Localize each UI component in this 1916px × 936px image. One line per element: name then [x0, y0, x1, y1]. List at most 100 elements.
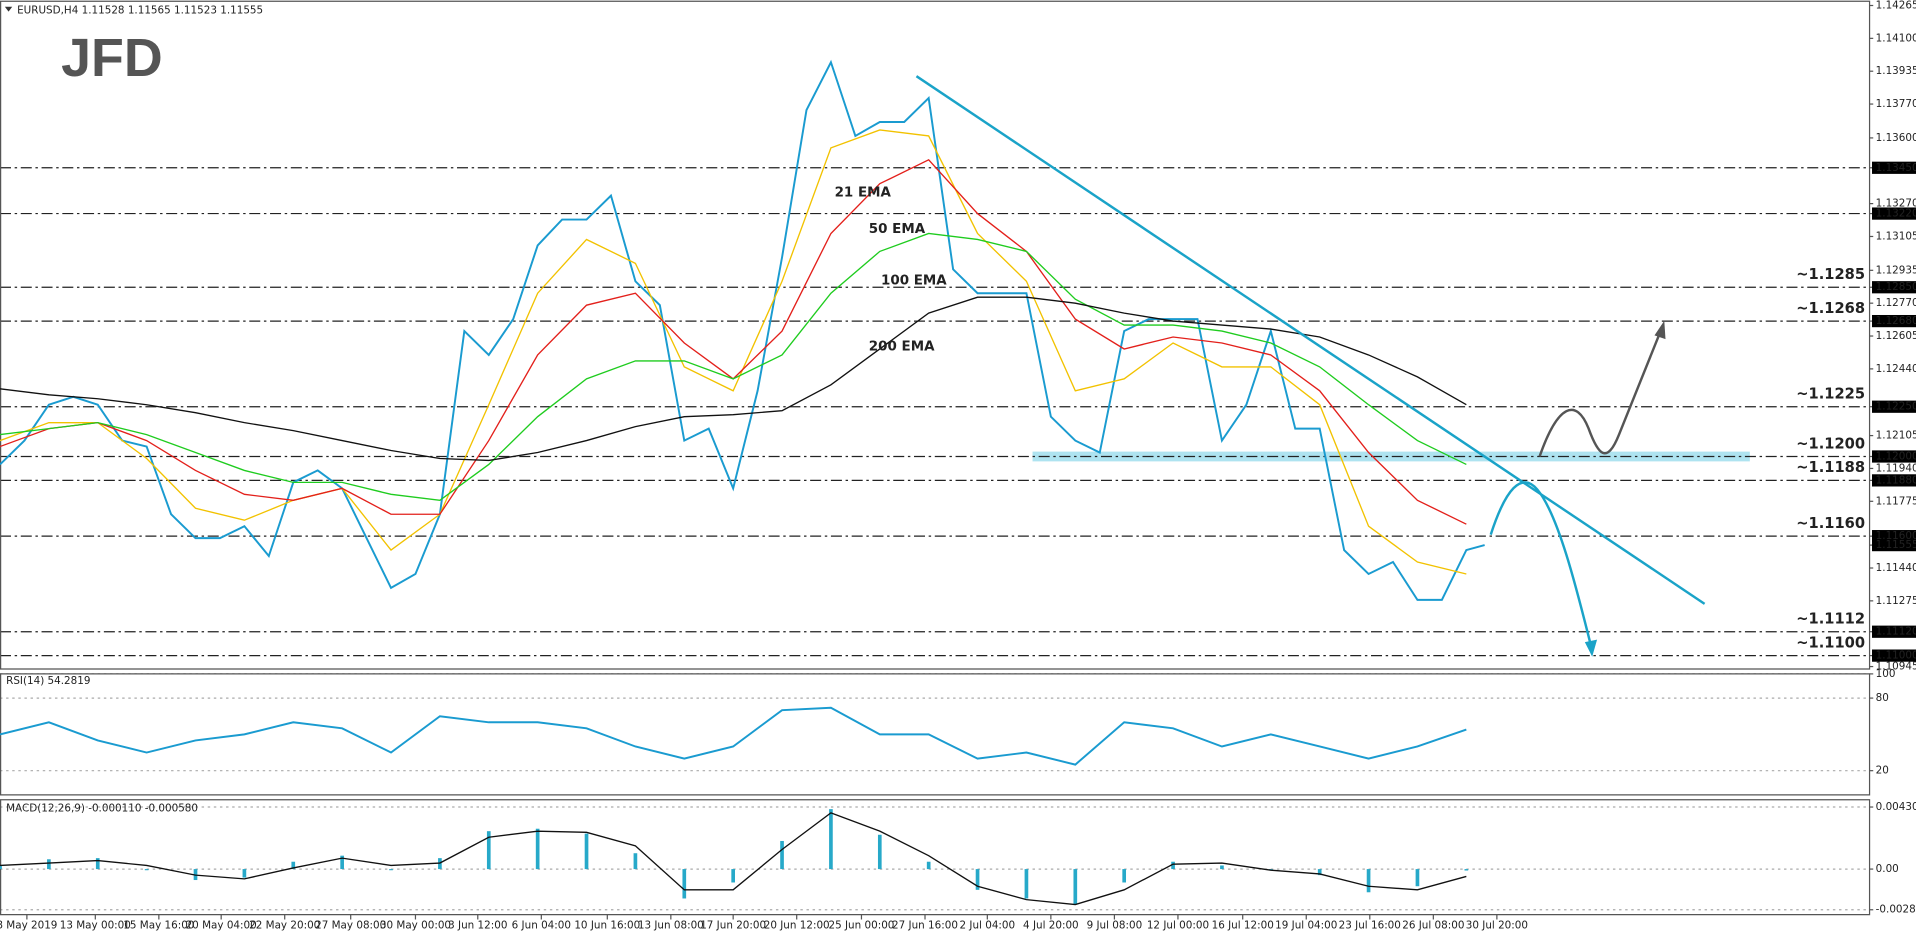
y-tick-box	[1872, 625, 1916, 638]
series-line	[0, 59, 1485, 601]
series-label: 200 EMA	[869, 339, 935, 354]
histogram-bar	[682, 869, 687, 899]
x-tick-label: 8 May 2019	[0, 920, 57, 932]
level-label: ~1.1100	[1796, 634, 1865, 651]
y-tick-label: 1.11120	[1876, 626, 1916, 638]
x-tick-label: 9 Jul 08:00	[1087, 920, 1143, 932]
histogram-bar	[486, 831, 491, 870]
y-tick-label: 1.12250	[1876, 401, 1916, 413]
x-tick-label: 15 May 16:00	[123, 920, 194, 932]
y-tick-label: 1.13105	[1876, 230, 1916, 242]
histogram-bar	[535, 828, 540, 870]
trendline	[915, 75, 1706, 605]
histogram-bar	[584, 833, 589, 870]
x-tick-label: 23 Jul 16:00	[1339, 920, 1401, 932]
x-tick-label: 6 Jun 04:00	[512, 920, 571, 932]
y-tick-label: 1.11775	[1876, 495, 1916, 507]
histogram-bar	[1464, 869, 1469, 871]
histogram-bar	[242, 869, 247, 878]
y-tick-label: 100	[1876, 668, 1896, 680]
y-tick-box	[1872, 400, 1916, 413]
histogram-bar	[1171, 861, 1175, 870]
histogram-bar	[0, 865, 2, 870]
y-tick-label: 1.14100	[1876, 32, 1916, 44]
histogram-bar	[1122, 869, 1127, 883]
y-tick-label: 0.00	[1876, 863, 1899, 875]
series-line	[0, 129, 1467, 575]
x-tick-label: 22 May 20:00	[249, 920, 320, 932]
y-tick-label: 1.13450	[1876, 162, 1916, 174]
level-label: ~1.1268	[1796, 300, 1865, 317]
series-label: 21 EMA	[835, 185, 892, 200]
histogram-bar	[1366, 869, 1371, 893]
y-tick-label: 1.11440	[1876, 562, 1916, 574]
y-tick-box	[1872, 281, 1916, 294]
y-tick-label: 1.14265	[1876, 0, 1916, 11]
histogram-bar	[1024, 869, 1029, 899]
y-tick-box	[1872, 538, 1916, 552]
y-tick-box	[1872, 649, 1916, 662]
histogram-bar	[95, 858, 100, 870]
x-tick-label: 20 May 04:00	[186, 920, 257, 932]
histogram-bar	[829, 809, 833, 870]
histogram-bar	[1317, 869, 1322, 876]
arrow-head	[1584, 639, 1598, 657]
x-tick-label: 26 Jul 08:00	[1402, 920, 1464, 932]
x-tick-label: 20 Jun 12:00	[764, 920, 830, 932]
y-tick-label: 1.10945	[1876, 661, 1916, 673]
y-tick-label: 20	[1876, 765, 1889, 777]
series-label: 50 EMA	[869, 222, 926, 237]
level-label: ~1.1285	[1796, 266, 1865, 283]
y-tick-label: 1.12105	[1876, 430, 1916, 442]
histogram-bar	[926, 861, 931, 870]
histogram-bar	[144, 869, 149, 871]
level-label: ~1.1200	[1796, 435, 1865, 452]
support-zone	[1032, 451, 1750, 462]
y-tick-label: 1.12000	[1876, 450, 1916, 462]
x-tick-label: 10 Jun 16:00	[574, 920, 640, 932]
y-tick-label: 1.12935	[1876, 264, 1916, 276]
x-tick-label: 16 Jul 12:00	[1212, 920, 1274, 932]
series-line	[0, 296, 1467, 462]
signal-line	[0, 812, 1467, 906]
histogram-bar	[1073, 869, 1078, 905]
x-tick-label: 19 Jul 04:00	[1275, 920, 1337, 932]
y-tick-label: 1.11000	[1876, 650, 1916, 662]
bullish-scenario-arrow	[1538, 327, 1663, 457]
y-tick-box	[1872, 450, 1916, 463]
histogram-bar	[780, 840, 784, 870]
x-tick-label: 12 Jul 00:00	[1147, 920, 1209, 932]
y-tick-label: 1.11275	[1876, 595, 1916, 607]
x-tick-label: 17 Jun 20:00	[700, 920, 766, 932]
y-tick-label: 1.12850	[1876, 281, 1916, 293]
y-tick-label: 1.13935	[1876, 65, 1916, 77]
y-tick-label: 1.12605	[1876, 330, 1916, 342]
x-tick-label: 25 Jun 00:00	[829, 920, 895, 932]
series-line	[0, 232, 1467, 502]
histogram-bar	[47, 859, 51, 870]
histogram-bar	[291, 861, 296, 870]
histogram-bar	[975, 869, 980, 890]
y-tick-label: 1.11940	[1876, 462, 1916, 474]
y-tick-label: 1.13220	[1876, 208, 1916, 220]
y-tick-label: 1.12770	[1876, 297, 1916, 309]
y-tick-label: 0.004305	[1876, 801, 1916, 813]
y-tick-label: 1.11880	[1876, 474, 1916, 486]
x-tick-label: 13 May 00:00	[60, 920, 131, 932]
level-label: ~1.1188	[1796, 459, 1865, 476]
level-label: ~1.1160	[1796, 515, 1865, 532]
y-tick-label: 1.13270	[1876, 198, 1916, 210]
series-line	[0, 706, 1467, 766]
y-tick-box	[1872, 161, 1916, 174]
x-tick-label: 30 May 00:00	[380, 920, 451, 932]
y-tick-box	[1872, 314, 1916, 328]
x-tick-label: 30 Jul 20:00	[1466, 920, 1528, 932]
y-tick-label: 1.13770	[1876, 98, 1916, 110]
histogram-bar	[633, 853, 638, 870]
histogram-bar	[877, 834, 882, 870]
chart-title: EURUSD,H4 1.11528 1.11565 1.11523 1.1155…	[17, 4, 263, 16]
symbol-caret	[4, 6, 13, 12]
